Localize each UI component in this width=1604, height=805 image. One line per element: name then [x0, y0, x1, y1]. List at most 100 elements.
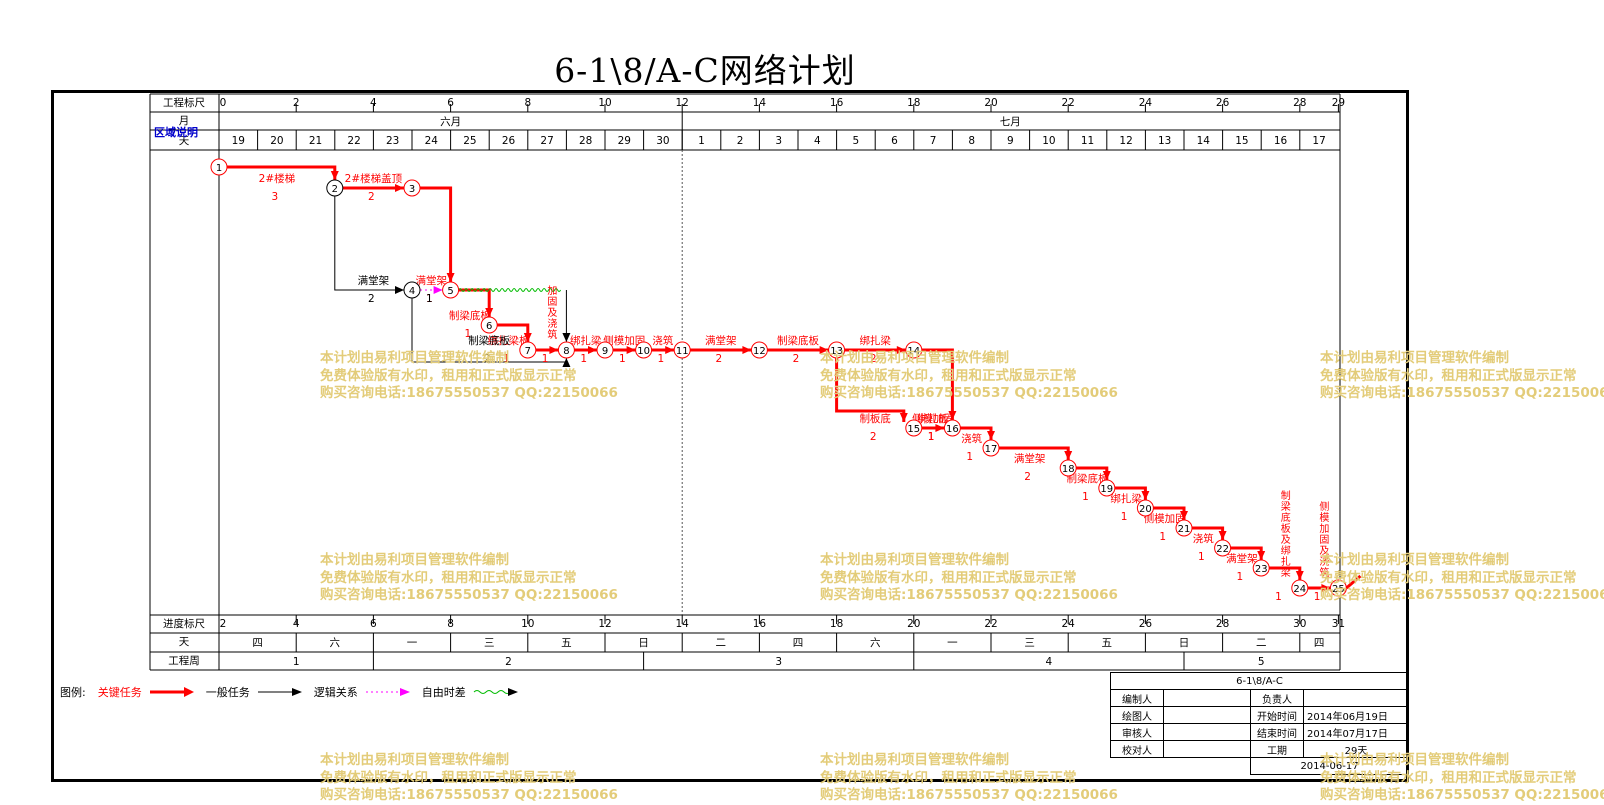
task-duration: 1 [542, 353, 549, 365]
progress-tick-label: 22 [984, 618, 997, 630]
task-name: 绑扎梁 [859, 334, 891, 347]
task-duration: 1 [1082, 491, 1089, 503]
day-cell: 5 [853, 135, 860, 147]
week-cell: 5 [1258, 656, 1265, 668]
watermark-line3: 购买咨询电话:18675550537 QQ:22150066 [1320, 787, 1604, 803]
weekday-cell: 日 [1179, 637, 1190, 649]
legend-normal-label: 一般任务 [205, 686, 250, 699]
day-cell: 24 [425, 135, 439, 147]
task-name: 制梁底板 [449, 309, 491, 322]
day-cell: 16 [1274, 135, 1288, 147]
legend-free-label: 自由时差 [421, 686, 466, 699]
progress-tick-label: 28 [1216, 618, 1229, 630]
progress-tick-label: 30 [1293, 618, 1306, 630]
scale-tick-label: 0 [220, 97, 227, 109]
day-cell: 30 [656, 135, 669, 147]
progress-tick-label: 4 [293, 618, 300, 630]
node-1 [210, 158, 228, 176]
task-name-char: 侧 [1319, 500, 1329, 513]
task-name: 制梁底板 [468, 334, 510, 347]
task-name: 浇筑 [1193, 532, 1215, 545]
node-22 [1214, 539, 1232, 557]
task-duration: 1 [580, 353, 587, 365]
node-11 [673, 341, 691, 359]
arrow-head [1064, 451, 1073, 460]
watermark-line3: 购买咨询电话:18675550537 QQ:22150066 [1320, 587, 1604, 603]
scale-tick-label: 22 [1062, 97, 1075, 109]
legend-item-critical: 关键任务 [98, 684, 194, 700]
watermark: 本计划由易利项目管理软件编制 免费体验版有水印，租用和正式版显示正常 购买咨询电话:… [820, 350, 1118, 403]
scale-tick-label: 8 [524, 97, 531, 109]
task-name: 绑扎板 [917, 412, 949, 425]
task-name: 绑扎梁板 [488, 334, 530, 347]
day-label: 天 [179, 135, 190, 147]
day-cell: 11 [1081, 135, 1094, 147]
task-name-char: 筑 [547, 328, 557, 341]
arrow-head [1180, 511, 1188, 520]
progress-tick-label: 10 [521, 618, 534, 630]
month-label: 月 [179, 115, 190, 127]
task-duration: 1 [503, 353, 510, 365]
arrow-head [562, 333, 571, 342]
watermark-line2: 免费体验版有水印，租用和正式版显示正常 [1320, 769, 1577, 786]
week-cell: 2 [505, 656, 512, 668]
node-3 [403, 179, 421, 197]
day-cell: 8 [968, 135, 975, 147]
task-duration: 1 [1275, 591, 1282, 603]
watermark-line2: 免费体验版有水印，租用和正式版显示正常 [820, 769, 1077, 786]
watermark-line1: 本计划由易利项目管理软件编制 [1320, 752, 1509, 768]
task-duration: 1 [966, 451, 973, 463]
task-duration: 2 [870, 431, 877, 443]
scale-tick-label: 4 [370, 97, 377, 109]
arrow-head [395, 184, 404, 192]
day-cell: 29 [618, 135, 631, 147]
weekday-cell: 四 [252, 637, 263, 649]
watermark-line2: 免费体验版有水印，租用和正式版显示正常 [1320, 367, 1577, 384]
task-duration: 3 [272, 191, 279, 203]
day-cell: 10 [1042, 135, 1055, 147]
watermark-line1: 本计划由易利项目管理软件编制 [320, 552, 509, 568]
day-cell: 17 [1312, 135, 1325, 147]
logic-arrow-icon [365, 688, 410, 696]
week-cell: 4 [1046, 656, 1053, 668]
arrow-head [395, 286, 404, 294]
progress-tick-label: 24 [1062, 618, 1076, 630]
end-label: 结束时间 [1250, 723, 1304, 741]
arrow-head [446, 273, 455, 282]
watermark-line3: 购买咨询电话:18675550537 QQ:22150066 [320, 385, 618, 401]
task-name-char: 扎 [1281, 555, 1291, 568]
arrow-head [626, 346, 636, 354]
node-13 [828, 341, 846, 359]
task-name-char: 浇 [547, 317, 557, 330]
reviewer-value [1163, 723, 1251, 741]
node-label: 4 [409, 286, 415, 297]
task-duration: 1 [426, 293, 433, 305]
task-name-char: 制 [1281, 489, 1291, 502]
month-june: 六月 [440, 116, 461, 128]
task-name-char: 板 [1281, 522, 1291, 535]
reviewer-label: 审核人 [1110, 723, 1164, 741]
arrow-head [588, 346, 597, 354]
checker-label: 校对人 [1110, 740, 1164, 758]
task-arrow-2-4 [334, 196, 404, 291]
arrow-head [1321, 584, 1331, 592]
weekday-cell: 三 [1024, 637, 1035, 649]
task-name-char: 固 [547, 296, 557, 308]
legend: 图例: 关键任务 一般任务 逻辑关系 自由时差 [60, 682, 530, 702]
legend-item-logic: 逻辑关系 [314, 684, 410, 700]
task-name-char: 及 [1319, 545, 1329, 557]
task-name-char: 绑 [1281, 545, 1291, 557]
arrow-head [987, 431, 995, 440]
duration-label: 工期 [1250, 740, 1304, 758]
node-12 [750, 341, 768, 359]
task-name: 浇筑 [961, 432, 982, 445]
node-label: 6 [486, 321, 492, 332]
watermark-line3: 购买咨询电话:18675550537 QQ:22150066 [320, 787, 618, 803]
task-name: 制梁底板 [1067, 472, 1109, 485]
task-duration: 2 [793, 353, 800, 365]
node-label: 11 [676, 346, 689, 357]
watermark-line2: 免费体验版有水印，租用和正式版显示正常 [320, 367, 577, 384]
node-19 [1098, 479, 1116, 497]
node-8 [557, 341, 575, 359]
day-cell: 21 [309, 135, 322, 147]
